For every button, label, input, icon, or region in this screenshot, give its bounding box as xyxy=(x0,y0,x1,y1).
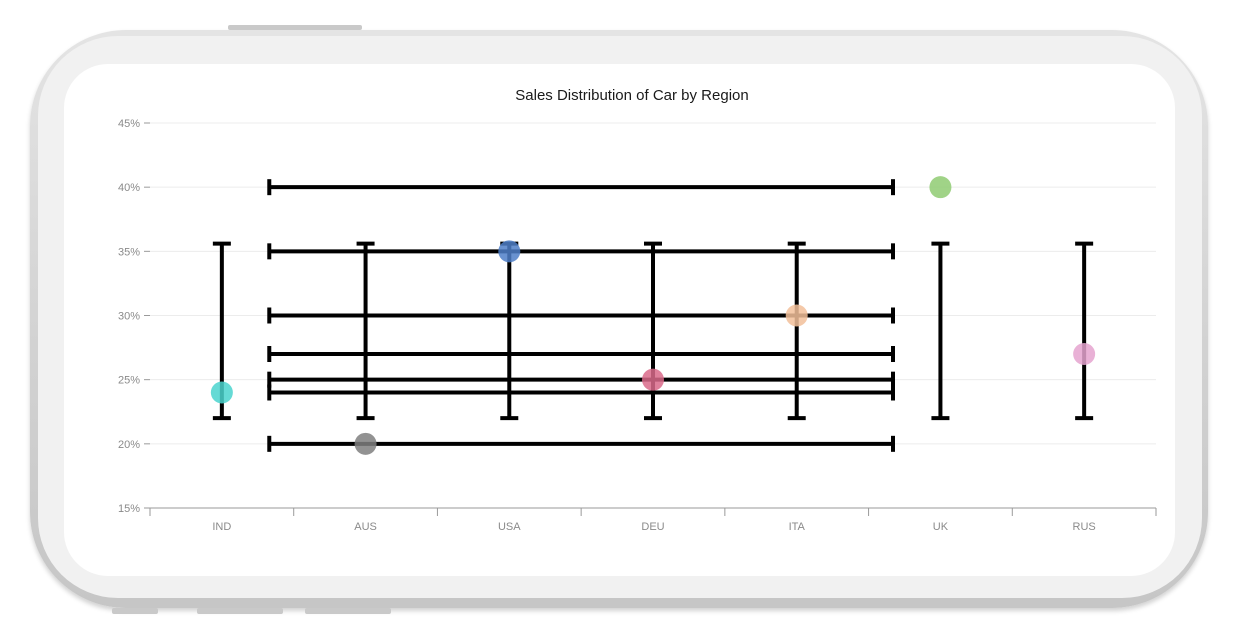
screen xyxy=(64,64,1175,576)
x-tick-label: IND xyxy=(212,521,231,533)
y-tick-label: 15% xyxy=(118,503,140,515)
y-tick-label: 40% xyxy=(118,182,140,194)
y-axis: 15% 20% 25% 30% 35% 40% 45% xyxy=(118,118,150,515)
data-point xyxy=(785,304,808,327)
x-tick-label: ITA xyxy=(789,521,806,533)
data-point xyxy=(1073,343,1096,365)
y-tick-label: 20% xyxy=(118,439,140,451)
x-tick-label: DEU xyxy=(641,521,664,533)
data-point xyxy=(354,432,377,455)
x-tick-label: UK xyxy=(933,521,949,533)
x-tick-label: RUS xyxy=(1073,521,1096,533)
x-axis: IND AUS USA DEU ITA UK RUS xyxy=(149,507,1157,533)
data-point xyxy=(498,240,521,263)
bottom-side-button-2 xyxy=(197,608,283,614)
data-point xyxy=(642,368,664,391)
chart-title: Sales Distribution of Car by Region xyxy=(515,87,748,104)
top-side-button xyxy=(228,25,362,30)
bottom-side-button-1 xyxy=(112,608,158,614)
y-tick-label: 25% xyxy=(118,375,140,387)
data-point xyxy=(210,381,233,404)
y-tick-label: 30% xyxy=(118,311,140,323)
data-points xyxy=(210,176,1096,455)
x-tick-label: USA xyxy=(498,521,521,533)
bottom-side-button-3 xyxy=(305,608,391,614)
y-tick-label: 45% xyxy=(118,118,140,130)
y-tick-label: 35% xyxy=(118,246,140,258)
data-point xyxy=(929,176,952,199)
x-tick-label: AUS xyxy=(354,521,377,533)
